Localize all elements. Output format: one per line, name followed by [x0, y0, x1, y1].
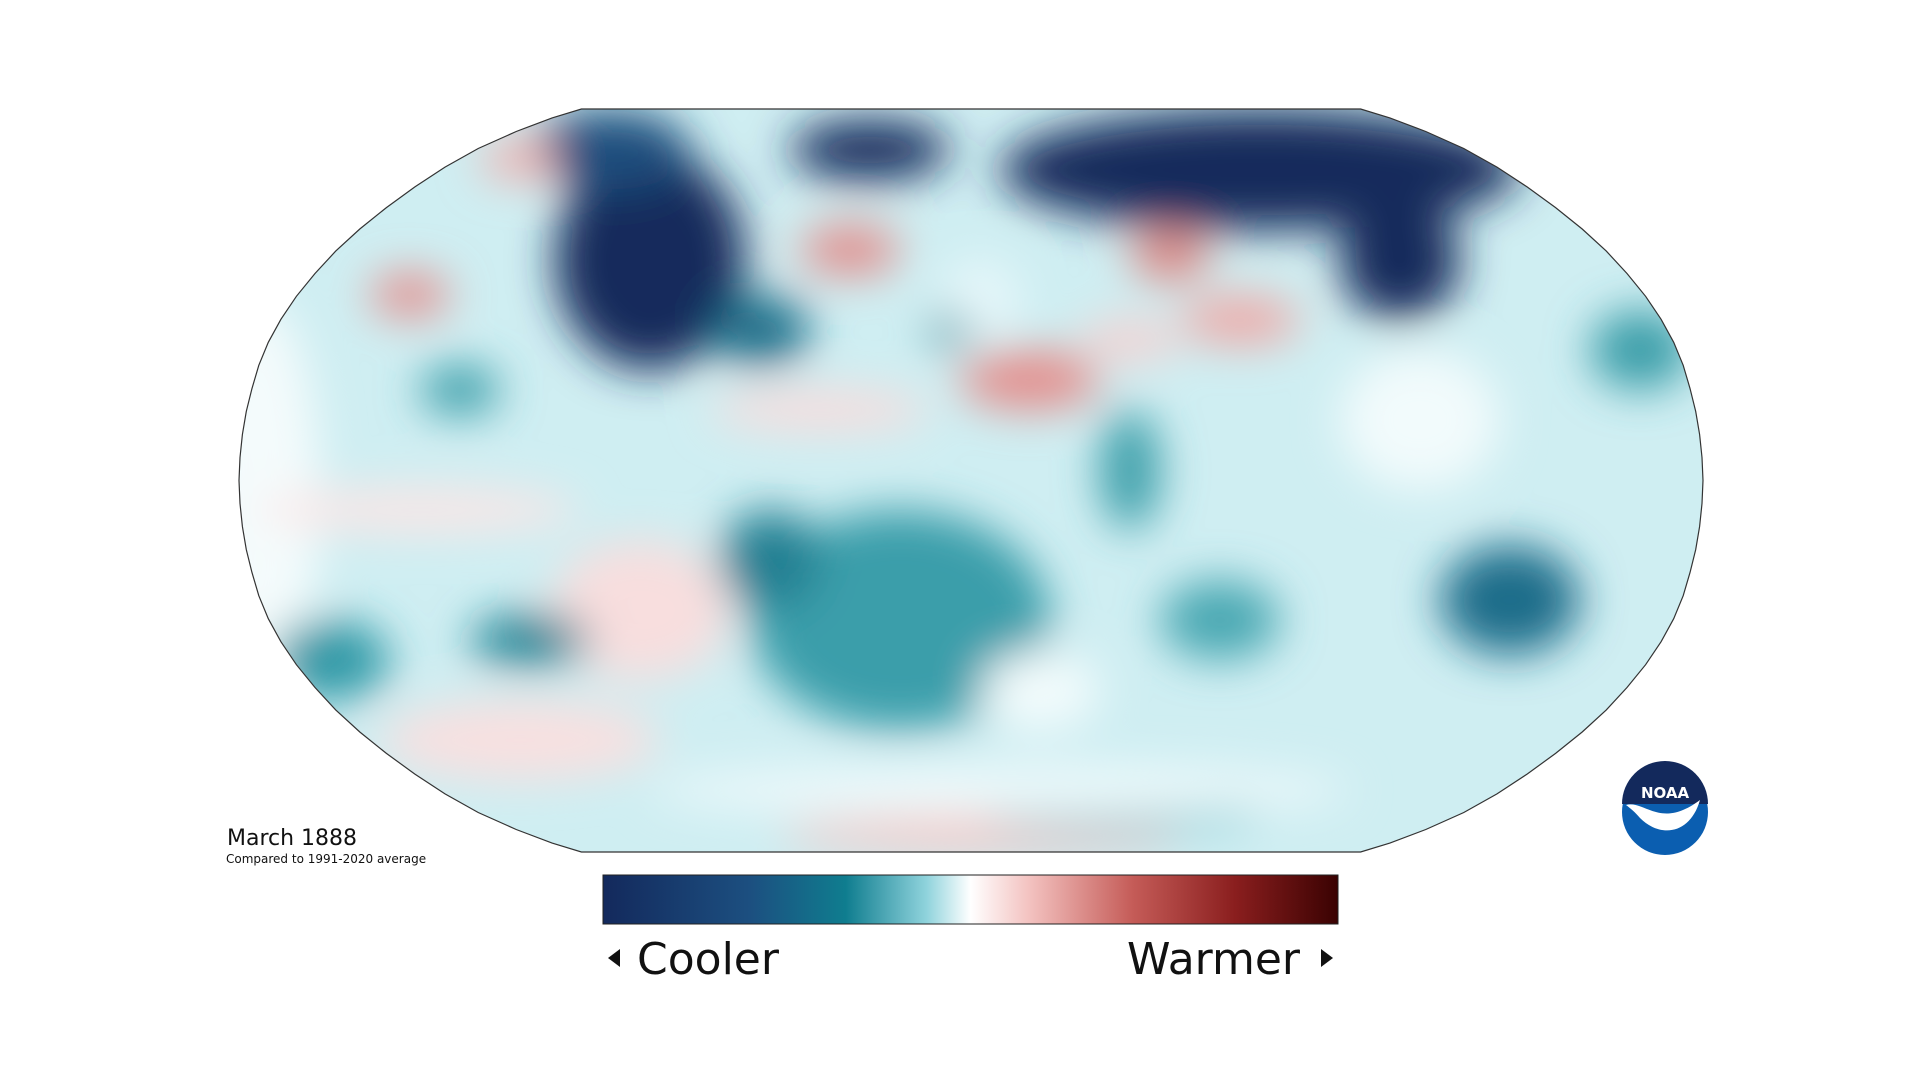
left-arrow: [608, 949, 620, 967]
blob: [1100, 410, 1160, 530]
legend-low-label: Cooler: [637, 934, 780, 985]
blob: [960, 350, 1100, 410]
blob: [710, 390, 930, 430]
blob: [1130, 230, 1210, 280]
noaa-logo: NOAA: [1622, 761, 1708, 855]
anomaly-field: [239, 109, 1703, 852]
blob: [650, 765, 1350, 815]
color-bar: [602, 874, 1339, 925]
blob: [1180, 295, 1300, 345]
blob: [530, 110, 690, 190]
blob: [980, 650, 1100, 730]
blob: [555, 150, 745, 370]
blob: [1080, 320, 1180, 360]
legend-high-label: Warmer: [1127, 934, 1301, 985]
blob: [930, 315, 970, 345]
blob: [380, 700, 660, 780]
blob: [470, 615, 590, 665]
map-outline: [238, 108, 1704, 853]
logo-bird: [1626, 800, 1700, 831]
map-subtitle: Compared to 1991-2020 average: [226, 852, 426, 866]
blob: [420, 365, 500, 415]
map-title: March 1888: [227, 826, 357, 851]
blob: [800, 225, 900, 275]
logo-text: NOAA: [1641, 784, 1690, 802]
blob: [1440, 545, 1580, 655]
anomaly-blobs: [239, 110, 1690, 852]
blob: [1000, 110, 1520, 230]
blob: [1590, 310, 1690, 390]
blob: [1160, 580, 1280, 660]
blob: [790, 120, 950, 180]
blob: [260, 488, 580, 532]
logo-top: [1622, 761, 1708, 804]
blob: [1340, 200, 1460, 320]
blob: [550, 540, 730, 680]
blob: [1340, 350, 1500, 490]
blob: [239, 300, 320, 700]
blob: [370, 273, 450, 317]
blob: [480, 140, 560, 180]
right-arrow: [1321, 949, 1333, 967]
blob: [720, 510, 820, 610]
blob: [710, 295, 810, 365]
blob: [750, 510, 1050, 730]
blob: [270, 620, 390, 700]
